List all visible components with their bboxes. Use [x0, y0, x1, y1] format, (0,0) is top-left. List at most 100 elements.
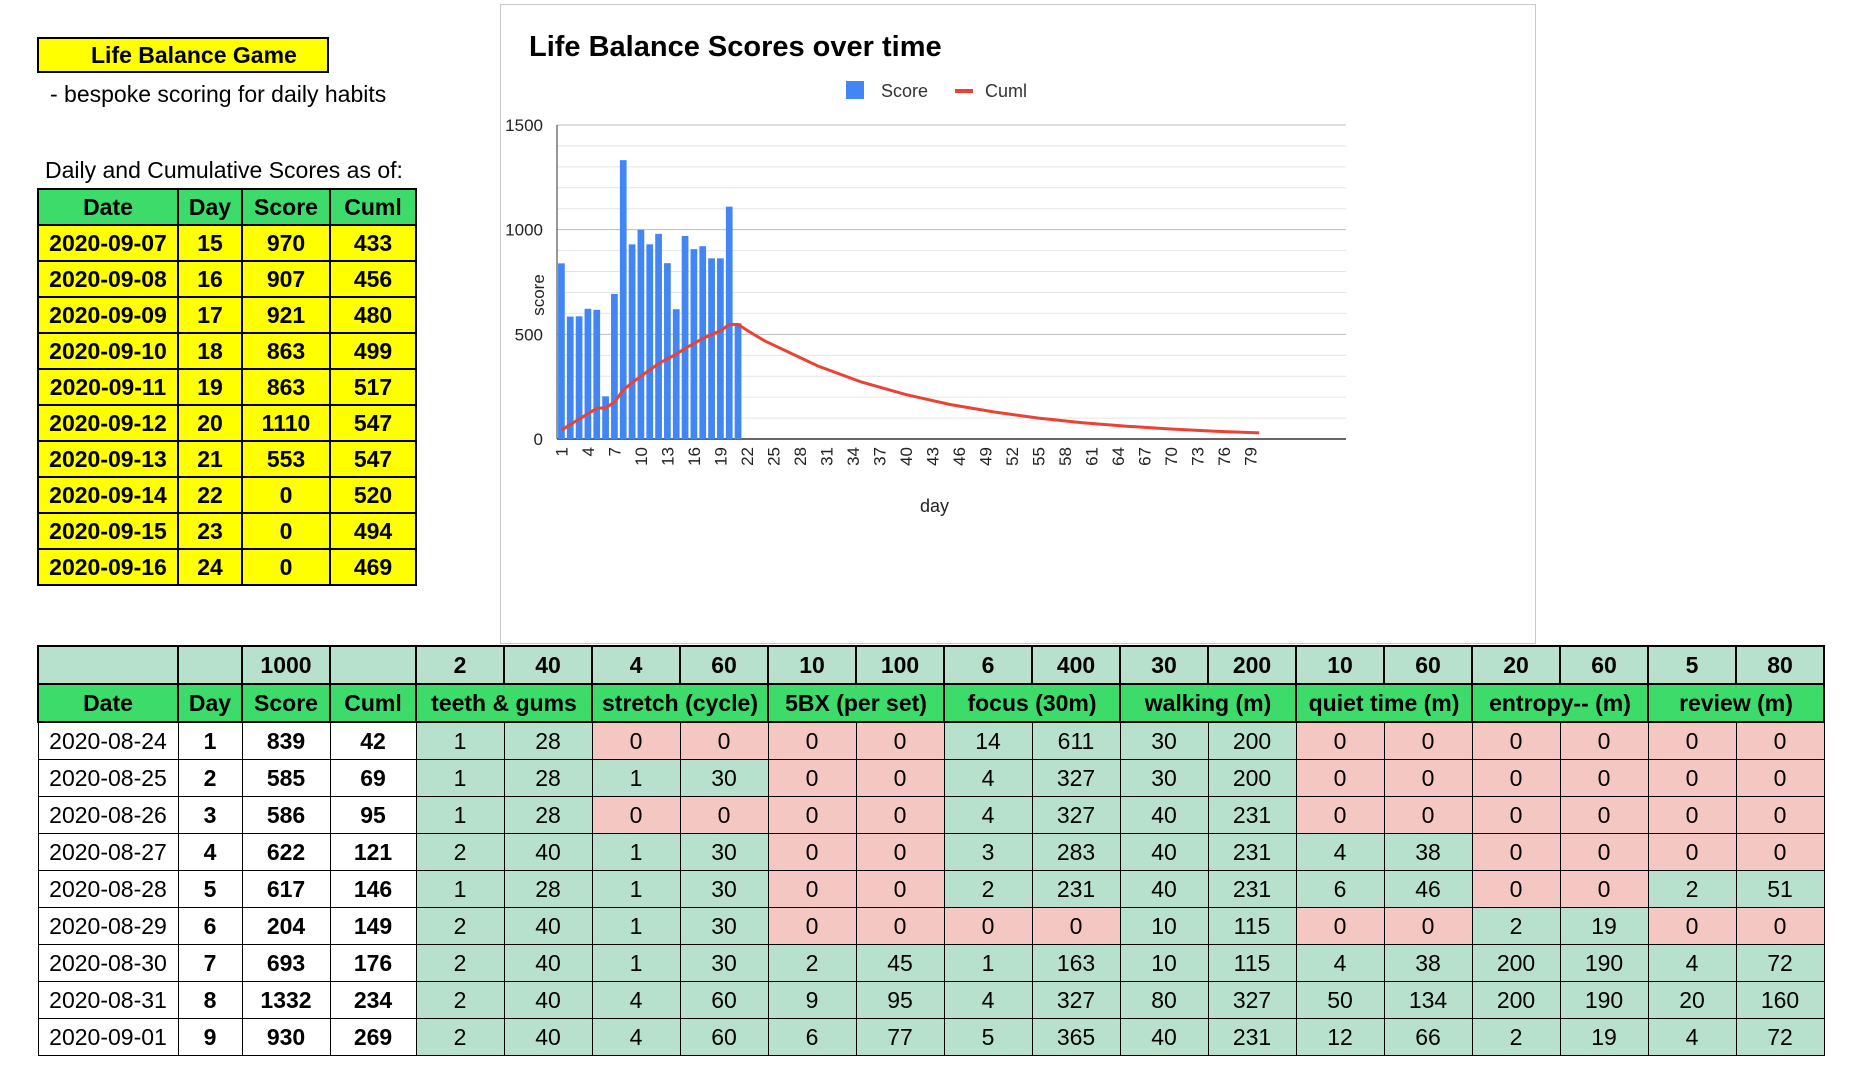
- weight-cell[interactable]: [177, 645, 243, 685]
- habit-cell[interactable]: 40: [1119, 796, 1209, 834]
- category-cell[interactable]: stretch (cycle): [591, 683, 769, 723]
- category-cell[interactable]: Day: [177, 683, 243, 723]
- habit-cell[interactable]: 40: [503, 1018, 593, 1056]
- habit-cell[interactable]: 0: [1383, 721, 1473, 760]
- habit-cell[interactable]: 0: [767, 833, 857, 871]
- summary-cell[interactable]: 547: [329, 404, 417, 442]
- summary-cell[interactable]: 2020-09-13: [37, 440, 179, 478]
- score-cell[interactable]: 204: [241, 907, 331, 945]
- habit-cell[interactable]: 28: [503, 796, 593, 834]
- summary-cell[interactable]: 2020-09-08: [37, 260, 179, 298]
- habit-cell[interactable]: 0: [767, 759, 857, 797]
- summary-cell[interactable]: 921: [241, 296, 331, 334]
- habit-cell[interactable]: 231: [1031, 870, 1121, 908]
- summary-cell[interactable]: 0: [241, 476, 331, 514]
- habit-cell[interactable]: 40: [503, 907, 593, 945]
- habit-cell[interactable]: 4: [591, 1018, 681, 1056]
- summary-cell[interactable]: 22: [177, 476, 243, 514]
- habit-cell[interactable]: 30: [679, 907, 769, 945]
- habit-cell[interactable]: 200: [1471, 981, 1561, 1019]
- weight-cell[interactable]: 1000: [241, 645, 331, 685]
- habit-cell[interactable]: 0: [1647, 759, 1737, 797]
- weight-cell[interactable]: 40: [503, 645, 593, 685]
- habit-cell[interactable]: 3: [943, 833, 1033, 871]
- score-cell[interactable]: 42: [329, 721, 417, 760]
- habit-cell[interactable]: 327: [1031, 796, 1121, 834]
- habit-cell[interactable]: 0: [855, 870, 945, 908]
- habit-cell[interactable]: 2: [767, 944, 857, 982]
- score-cell[interactable]: 1: [177, 721, 243, 760]
- date-cell[interactable]: 2020-08-24: [37, 721, 179, 760]
- habit-cell[interactable]: 10: [1119, 907, 1209, 945]
- habit-cell[interactable]: 38: [1383, 944, 1473, 982]
- habit-cell[interactable]: 4: [943, 796, 1033, 834]
- habit-cell[interactable]: 115: [1207, 944, 1297, 982]
- habit-cell[interactable]: 0: [1647, 796, 1737, 834]
- score-cell[interactable]: 69: [329, 759, 417, 797]
- summary-cell[interactable]: 863: [241, 332, 331, 370]
- score-cell[interactable]: 586: [241, 796, 331, 834]
- date-cell[interactable]: 2020-08-27: [37, 833, 179, 871]
- habit-cell[interactable]: 0: [1647, 907, 1737, 945]
- habit-cell[interactable]: 0: [855, 759, 945, 797]
- score-cell[interactable]: 617: [241, 870, 331, 908]
- summary-cell[interactable]: 2020-09-09: [37, 296, 179, 334]
- summary-cell[interactable]: 553: [241, 440, 331, 478]
- summary-cell[interactable]: 2020-09-14: [37, 476, 179, 514]
- habit-cell[interactable]: 72: [1735, 1018, 1825, 1056]
- habit-cell[interactable]: 327: [1031, 759, 1121, 797]
- weight-cell[interactable]: 4: [591, 645, 681, 685]
- weight-cell[interactable]: 20: [1471, 645, 1561, 685]
- score-cell[interactable]: 149: [329, 907, 417, 945]
- habit-cell[interactable]: 0: [679, 721, 769, 760]
- habit-cell[interactable]: 0: [767, 796, 857, 834]
- summary-cell[interactable]: 907: [241, 260, 331, 298]
- habit-cell[interactable]: 2: [1471, 1018, 1561, 1056]
- summary-cell[interactable]: 2020-09-16: [37, 548, 179, 586]
- category-cell[interactable]: Cuml: [329, 683, 417, 723]
- summary-cell[interactable]: 1110: [241, 404, 331, 442]
- habit-cell[interactable]: 38: [1383, 833, 1473, 871]
- habit-cell[interactable]: 0: [1471, 833, 1561, 871]
- habit-cell[interactable]: 6: [767, 1018, 857, 1056]
- habit-cell[interactable]: 0: [855, 907, 945, 945]
- date-cell[interactable]: 2020-08-29: [37, 907, 179, 945]
- habit-cell[interactable]: 4: [1295, 944, 1385, 982]
- score-cell[interactable]: 2: [177, 759, 243, 797]
- habit-cell[interactable]: 30: [679, 833, 769, 871]
- habit-cell[interactable]: 0: [1735, 907, 1825, 945]
- habit-cell[interactable]: 4: [1647, 944, 1737, 982]
- habit-cell[interactable]: 115: [1207, 907, 1297, 945]
- summary-cell[interactable]: 19: [177, 368, 243, 406]
- category-cell[interactable]: 5BX (per set): [767, 683, 945, 723]
- habit-cell[interactable]: 0: [1471, 759, 1561, 797]
- weight-cell[interactable]: [329, 645, 417, 685]
- score-cell[interactable]: 8: [177, 981, 243, 1019]
- habit-cell[interactable]: 0: [1031, 907, 1121, 945]
- summary-cell[interactable]: 2020-09-15: [37, 512, 179, 550]
- summary-cell[interactable]: 24: [177, 548, 243, 586]
- weight-cell[interactable]: 10: [767, 645, 857, 685]
- habit-cell[interactable]: 1: [591, 907, 681, 945]
- habit-cell[interactable]: 0: [1735, 833, 1825, 871]
- habit-cell[interactable]: 50: [1295, 981, 1385, 1019]
- habit-cell[interactable]: 231: [1207, 796, 1297, 834]
- weight-cell[interactable]: 60: [1559, 645, 1649, 685]
- score-cell[interactable]: 622: [241, 833, 331, 871]
- score-cell[interactable]: 121: [329, 833, 417, 871]
- habit-cell[interactable]: 0: [855, 721, 945, 760]
- summary-cell[interactable]: 2020-09-10: [37, 332, 179, 370]
- habit-cell[interactable]: 28: [503, 721, 593, 760]
- category-cell[interactable]: focus (30m): [943, 683, 1121, 723]
- habit-cell[interactable]: 231: [1207, 870, 1297, 908]
- habit-cell[interactable]: 10: [1119, 944, 1209, 982]
- habit-cell[interactable]: 1: [415, 796, 505, 834]
- category-cell[interactable]: teeth & gums: [415, 683, 593, 723]
- weight-cell[interactable]: 5: [1647, 645, 1737, 685]
- habit-cell[interactable]: 66: [1383, 1018, 1473, 1056]
- habit-cell[interactable]: 0: [1383, 796, 1473, 834]
- habit-cell[interactable]: 0: [1295, 759, 1385, 797]
- weight-cell[interactable]: 2: [415, 645, 505, 685]
- summary-cell[interactable]: 494: [329, 512, 417, 550]
- score-cell[interactable]: 234: [329, 981, 417, 1019]
